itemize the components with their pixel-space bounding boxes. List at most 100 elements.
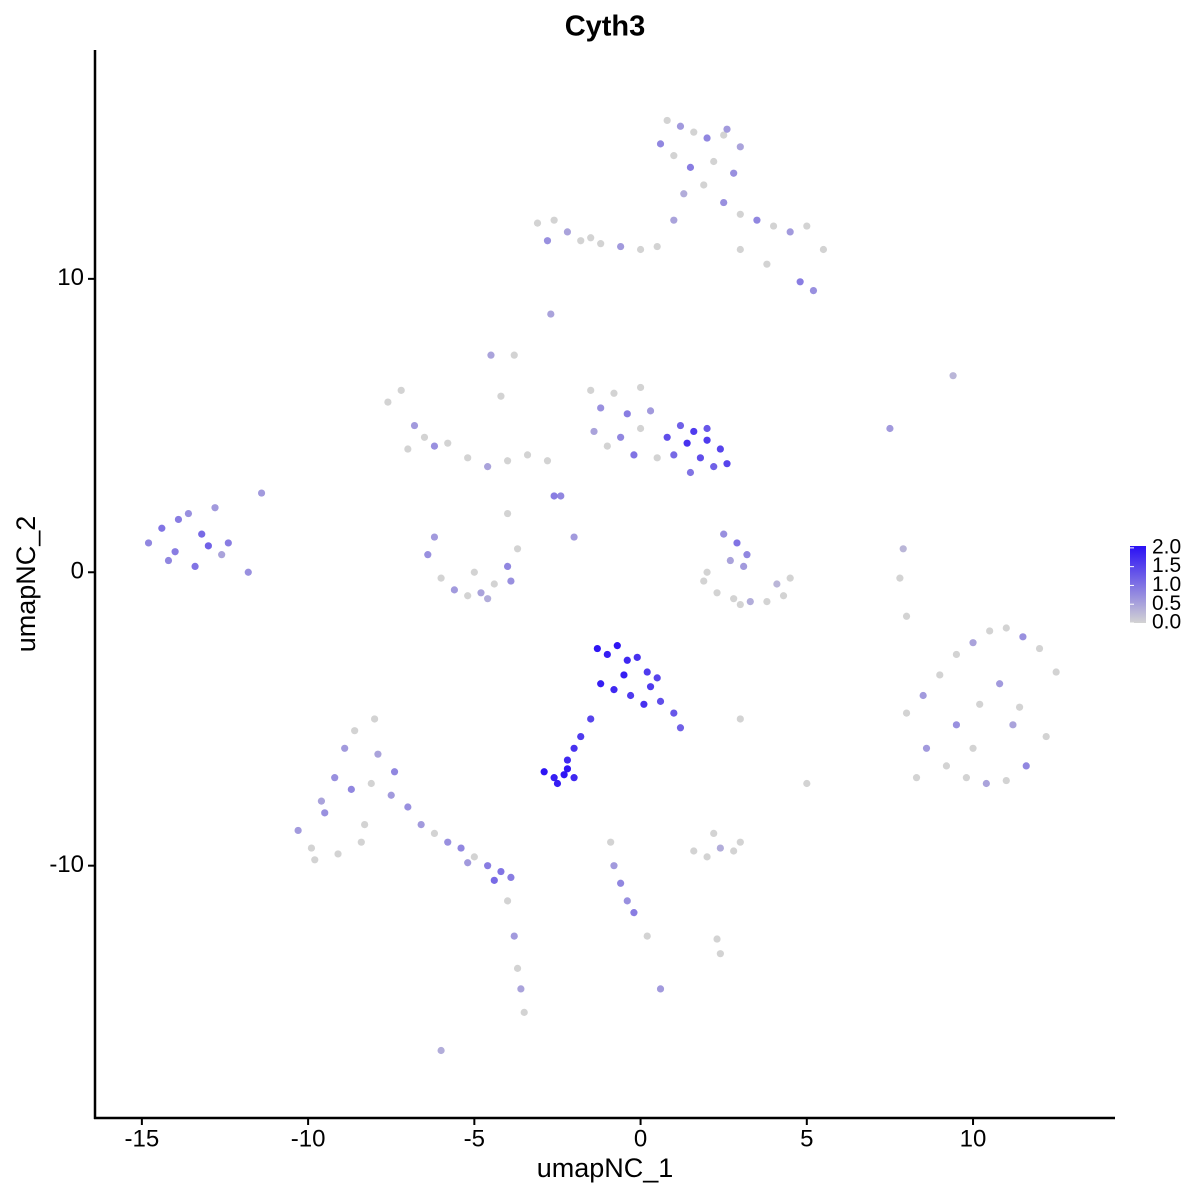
point	[720, 198, 728, 207]
point	[703, 436, 711, 444]
point	[899, 545, 907, 553]
point	[1052, 668, 1060, 676]
point	[510, 932, 518, 940]
point	[912, 774, 921, 782]
point	[294, 826, 302, 835]
point	[769, 222, 778, 230]
point	[543, 457, 552, 465]
point	[477, 589, 485, 597]
point	[553, 779, 562, 788]
point	[570, 533, 578, 541]
point	[503, 509, 512, 518]
point	[723, 125, 731, 133]
point	[484, 463, 492, 471]
point	[361, 820, 369, 829]
point	[743, 551, 751, 559]
point	[347, 785, 355, 793]
colorbar-tick-label: 0.0	[1152, 611, 1181, 634]
point	[1002, 624, 1010, 632]
point	[321, 809, 329, 817]
point	[590, 427, 598, 436]
point	[244, 568, 252, 576]
point	[470, 853, 478, 861]
point	[663, 433, 671, 441]
point	[597, 404, 605, 412]
point	[736, 210, 744, 218]
point	[367, 779, 375, 788]
point	[397, 386, 405, 394]
point	[507, 577, 515, 585]
point	[371, 715, 379, 723]
point	[690, 847, 698, 855]
point	[720, 131, 728, 139]
point	[218, 551, 226, 559]
point	[670, 709, 678, 717]
point	[1009, 721, 1017, 729]
point	[503, 457, 512, 465]
point	[763, 598, 771, 606]
point	[623, 656, 631, 664]
point	[577, 237, 585, 245]
point	[726, 556, 734, 565]
point	[683, 439, 691, 447]
point	[437, 574, 445, 582]
point	[736, 600, 744, 609]
point	[1042, 732, 1050, 741]
point	[623, 410, 631, 418]
point	[676, 122, 685, 130]
point	[563, 756, 572, 764]
point	[577, 732, 585, 741]
point	[603, 650, 611, 659]
point	[640, 700, 648, 708]
point	[387, 791, 395, 799]
point	[517, 985, 525, 993]
point	[540, 768, 548, 776]
point	[886, 424, 894, 433]
point	[620, 671, 628, 679]
point	[610, 862, 618, 870]
colorbar-tick-label: 0.5	[1152, 592, 1181, 615]
point	[503, 562, 512, 570]
point	[351, 727, 359, 735]
point	[341, 744, 349, 752]
point	[779, 592, 788, 600]
point	[603, 442, 611, 450]
point	[171, 548, 179, 556]
point	[703, 134, 711, 142]
point	[211, 504, 219, 512]
point	[563, 228, 572, 236]
point	[653, 454, 661, 462]
point	[700, 181, 708, 189]
point	[636, 383, 645, 392]
point	[430, 829, 439, 837]
point	[736, 245, 744, 254]
point	[464, 859, 472, 867]
point	[773, 580, 781, 588]
point	[331, 774, 339, 782]
point	[570, 744, 578, 752]
point	[630, 451, 638, 459]
point	[450, 586, 458, 594]
point	[976, 700, 984, 708]
ticks: -15 -10 -5 0 5 10 -10 0 10	[49, 264, 986, 1152]
point	[736, 838, 744, 846]
x-tick-label: 5	[800, 1125, 813, 1152]
point	[610, 686, 618, 694]
y-axis-title: umapNC_2	[11, 516, 41, 653]
point	[982, 779, 990, 788]
point	[357, 838, 365, 846]
point	[424, 551, 432, 559]
point	[224, 539, 232, 547]
point	[676, 724, 685, 732]
point	[753, 216, 761, 224]
point	[593, 644, 601, 653]
point	[653, 242, 661, 251]
point	[184, 509, 193, 518]
point	[646, 407, 655, 415]
point	[563, 765, 572, 773]
y-tick-label: 0	[71, 558, 84, 585]
point	[663, 116, 671, 125]
point	[597, 240, 605, 248]
